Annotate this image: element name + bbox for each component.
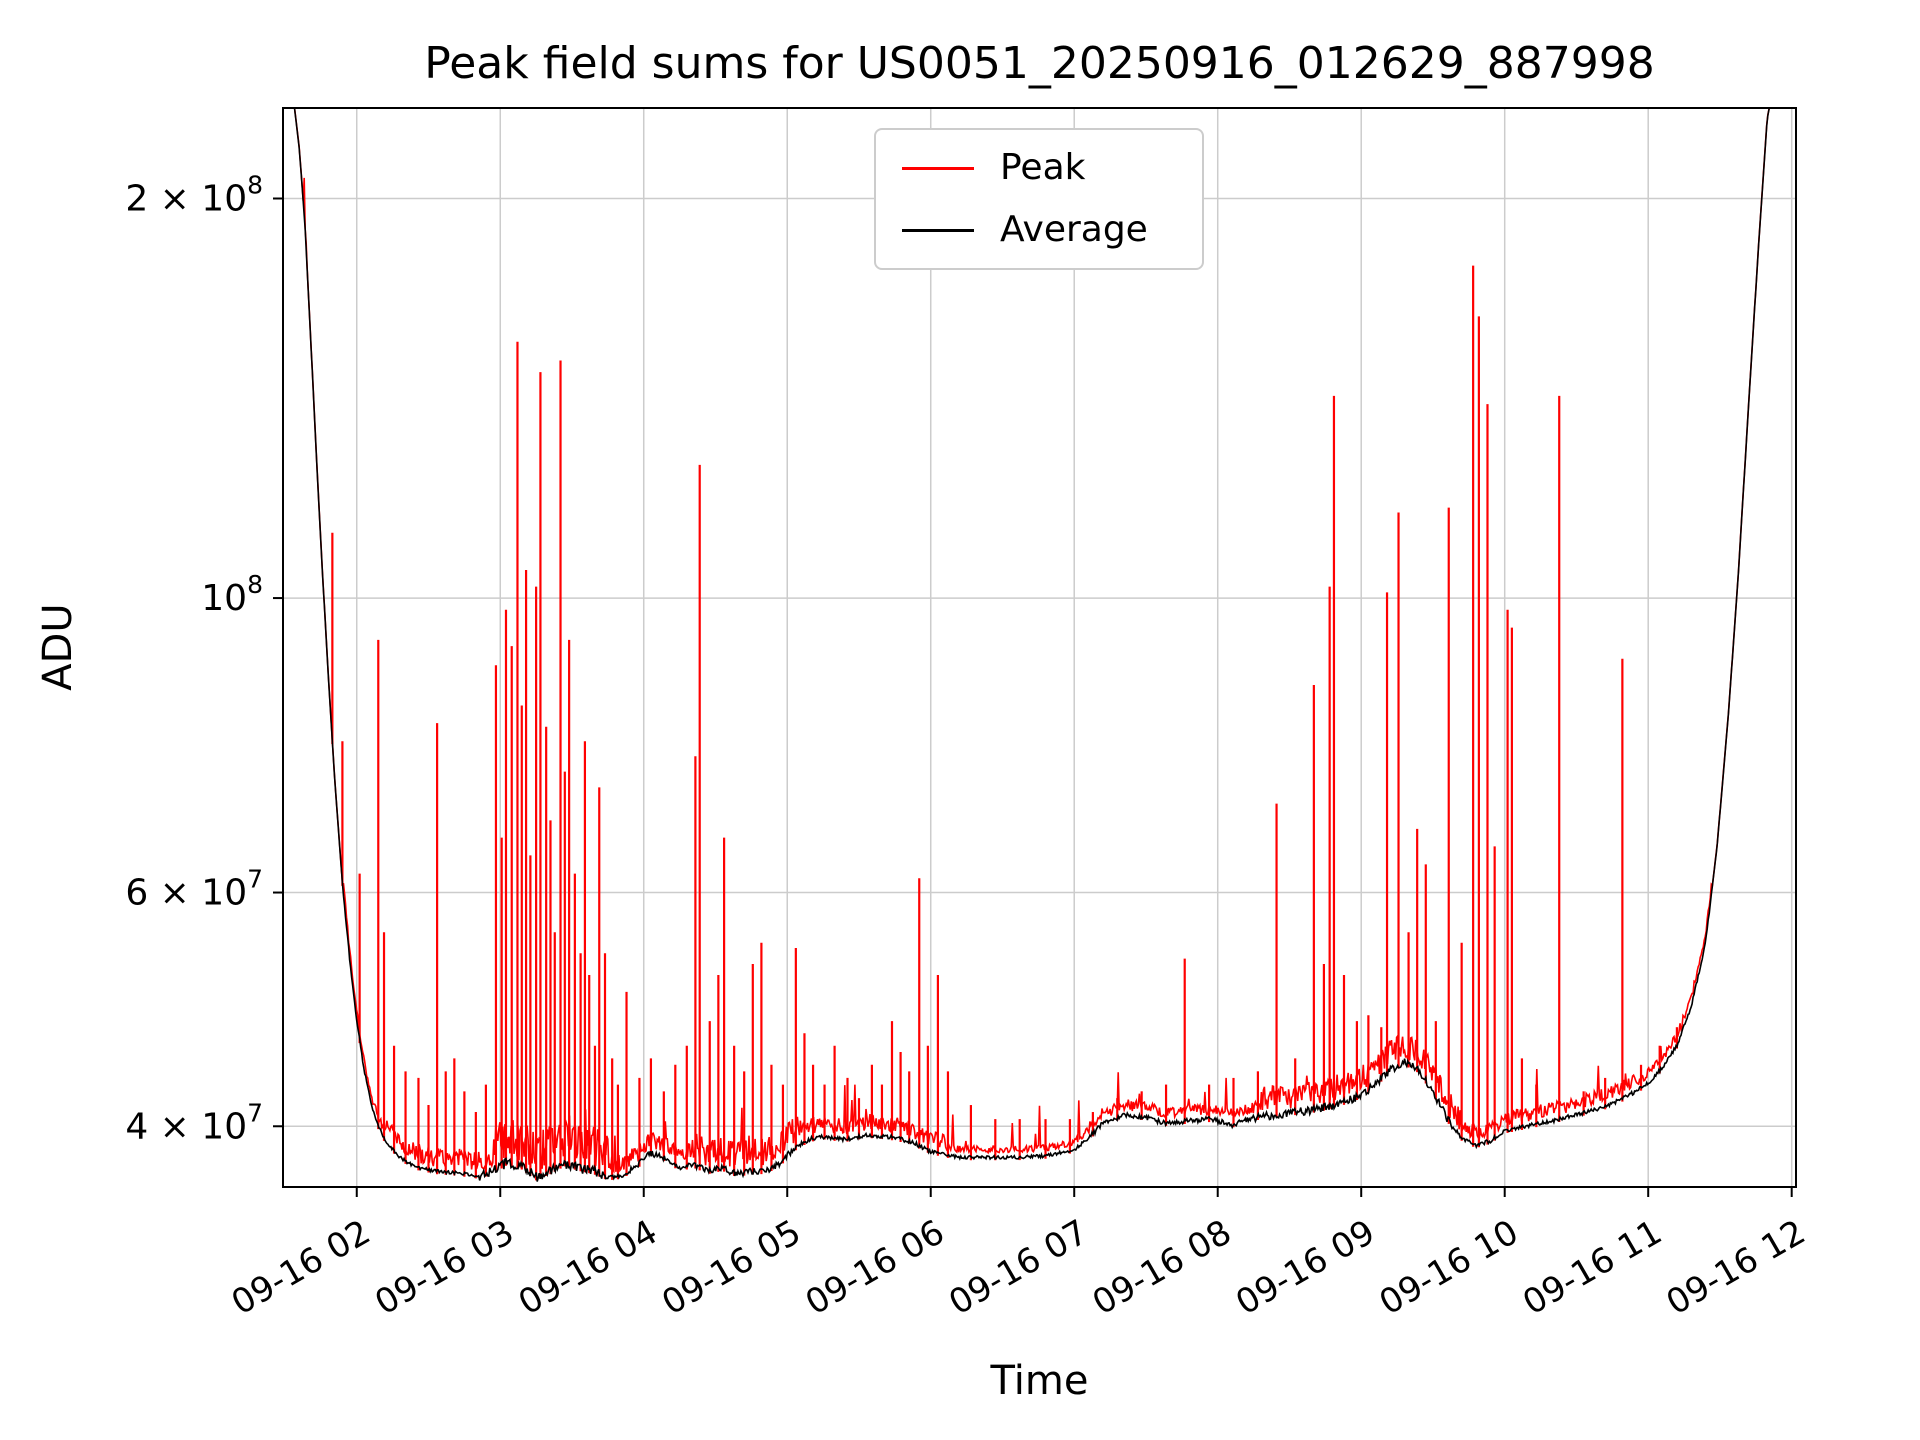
x-tick-label: 09-16 03 [368, 1212, 520, 1323]
x-tick-label: 09-16 10 [1373, 1212, 1525, 1323]
x-tick-label: 09-16 12 [1660, 1212, 1812, 1323]
y-tick-label: 6 × 107 [125, 865, 263, 914]
x-tick-label: 09-16 07 [942, 1212, 1094, 1323]
x-tick-label: 09-16 08 [1086, 1212, 1238, 1323]
x-tick-label: 09-16 11 [1516, 1212, 1668, 1323]
y-tick-label: 2 × 108 [125, 171, 263, 220]
x-tick-label: 09-16 04 [512, 1212, 664, 1323]
x-tick-label: 09-16 02 [225, 1212, 377, 1323]
chart-title: Peak field sums for US0051_20250916_0126… [424, 38, 1655, 89]
x-tick-label: 09-16 06 [799, 1212, 951, 1323]
peak-line-swatch [902, 166, 974, 170]
legend-label-peak: Peak [1000, 147, 1086, 188]
legend: Peak Average [874, 128, 1204, 270]
average-line-swatch [902, 228, 974, 232]
x-tick-label: 09-16 09 [1229, 1212, 1381, 1323]
legend-label-average: Average [1000, 209, 1148, 250]
y-tick-label: 108 [201, 570, 263, 619]
legend-item-average: Average [902, 212, 1176, 248]
legend-item-peak: Peak [902, 150, 1176, 186]
x-tick-label: 09-16 05 [655, 1212, 807, 1323]
x-axis-label: Time [990, 1358, 1089, 1404]
y-axis-label: ADU [35, 603, 81, 691]
y-tick-label: 4 × 107 [125, 1098, 263, 1147]
